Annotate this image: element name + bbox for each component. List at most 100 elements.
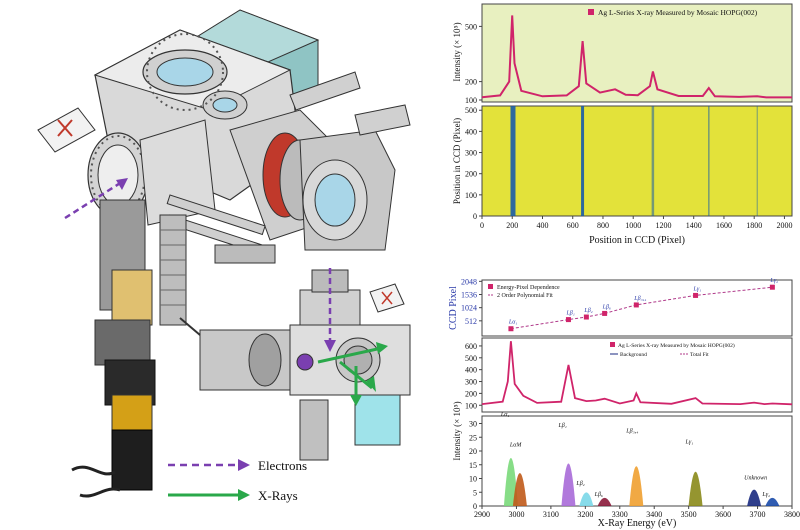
energy-peaks: Lα₁ LαM Lβ₁ Lβ₂ Lβ₆ Lβ₃,₄ Lγ₁ Unknown Lγ₂ (500, 412, 780, 506)
energy-pixel-point-label: Lα₁ (508, 320, 518, 326)
energy-pixel-ytick-label: 1024 (461, 304, 477, 313)
energy-pixel-point-label: Lβ₁ (565, 311, 574, 317)
energy-lower-ytick-label: 10 (469, 475, 477, 484)
spectrum-yticks: 100 200 500 (465, 22, 482, 105)
energy-lower-ytick-label: 5 (473, 488, 477, 497)
energy-upper-ytick-label: 200 (465, 389, 477, 398)
energy-pixel-yticks: 512 1024 1536 2048 (461, 277, 482, 326)
energy-ylabel: Intensity (× 10⁵) (452, 401, 462, 460)
ccd-ytick-label: 300 (465, 149, 477, 158)
energy-peak-label: Lβ₁ (557, 423, 566, 429)
energy-peak (579, 492, 594, 506)
ccd-yticks: 0 100 200 300 400 500 (465, 106, 482, 221)
energy-lower-ytick-label: 25 (469, 433, 477, 442)
energy-xtick-label: 3100 (543, 510, 559, 519)
energy-upper-plot-area (481, 337, 793, 413)
ccd-xtick-label: 1800 (746, 221, 762, 230)
ccd-xtick-label: 1400 (686, 221, 702, 230)
ccd-ytick-label: 100 (465, 191, 477, 200)
energy-xticks: 2900 3000 3100 3200 3300 3400 3500 3600 3700 3800 (474, 506, 800, 519)
energy-upper-ytick-label: 300 (465, 378, 477, 387)
energy-pixel-ytick-label: 1536 (461, 291, 477, 300)
energy-xtick-label: 3800 (784, 510, 800, 519)
energy-legend-1: Ag L-Series X-ray Measured by Mosaic HOP… (618, 342, 735, 349)
energy-xtick-label: 3600 (715, 510, 731, 519)
energy-peak (597, 497, 612, 506)
energy-pixel-point-label: Lγ₁ (693, 286, 702, 292)
energy-measured-line (481, 341, 793, 406)
energy-lower-ytick-label: 0 (473, 502, 477, 511)
energy-upper-ytick-label: 600 (465, 342, 477, 351)
energy-pixel-point (769, 284, 775, 290)
spectrum-legend-text: Ag L-Series X-ray Measured by Mosaic HOP… (598, 8, 758, 17)
energy-peak (765, 497, 780, 506)
apparatus-illustration: Electrons X-Rays (37, 9, 411, 503)
ccd-xtick-label: 1600 (716, 221, 732, 230)
electron-beam-arrow-1 (64, 178, 128, 220)
spectrum-legend-marker (588, 9, 594, 15)
energy-pixel-point (602, 310, 608, 316)
energy-xtick-label: 3400 (646, 510, 662, 519)
ccd-xticks: 0 200 400 600 800 1000 1200 1400 1600 1800 2000 (480, 216, 792, 230)
energy-xtick-label: 3300 (612, 510, 628, 519)
legend-electrons: Electrons (168, 458, 307, 473)
energy-legend-3: Total Fit (690, 352, 709, 358)
energy-upper-ytick-label: 400 (465, 366, 477, 375)
inset-chamber (179, 269, 411, 461)
energy-pixel-points: Lα₁ Lβ₁ Lβ₂ Lβ₆ Lβ₃,₄ Lγ₁ Lγ₂ (508, 278, 778, 332)
ccd-xlabel: Position in CCD (Pixel) (589, 235, 685, 246)
spectrum-ytick-label: 500 (465, 22, 477, 31)
spectrum-ytick-label: 100 (465, 96, 477, 105)
energy-spectrum-chart: 100 200 300 400 500 600 0 5 10 15 20 25 30 2900 3000… (452, 337, 800, 529)
energy-lower-ytick-label: 15 (469, 461, 477, 470)
energy-pixel-ytick-label: 2048 (461, 277, 477, 286)
ccd-xtick-label: 0 (480, 221, 484, 230)
energy-pixel-legend-2: 2 Order Polynomial Fit (497, 293, 553, 299)
energy-peak (561, 463, 576, 506)
energy-pixel-point-label: Lβ₃,₄ (633, 296, 646, 302)
ccd-xtick-label: 800 (597, 221, 609, 230)
energy-xtick-label: 3000 (508, 510, 524, 519)
energy-upper-ytick-label: 100 (465, 401, 477, 410)
legend-xrays: X-Rays (168, 488, 298, 503)
bellows-column (159, 214, 187, 326)
energy-peak (688, 471, 703, 506)
energy-upper-ytick-label: 500 (465, 354, 477, 363)
energy-xlabel: X-Ray Energy (eV) (598, 518, 677, 529)
energy-legend-2: Background (620, 352, 647, 358)
energy-pixel-point-label: Lβ₂ (583, 308, 592, 314)
energy-peak-label: LαM (509, 442, 522, 448)
energy-pixel-legend-1: Energy-Pixel Dependence (497, 285, 560, 291)
ccd-xtick-label: 600 (567, 221, 579, 230)
energy-xtick-label: 3200 (577, 510, 593, 519)
energy-peak-label: Lα₁ (500, 412, 510, 418)
energy-pixel-ytick-label: 512 (465, 317, 477, 326)
ccd-line (581, 106, 585, 216)
energy-pixel-ylabel: CCD Pixel (448, 286, 459, 330)
energy-pixel-plot-area (481, 279, 793, 337)
legend-electrons-label: Electrons (258, 458, 307, 473)
ccd-line (651, 106, 655, 216)
energy-peak-label: Lβ₆ (594, 492, 603, 498)
energy-lower-ytick-label: 20 (469, 447, 477, 456)
energy-xtick-label: 3500 (681, 510, 697, 519)
ccd-ylabel: Position in CCD (Pixel) (452, 118, 462, 204)
legend: Electrons X-Rays (168, 458, 307, 503)
energy-pixel-point (583, 314, 589, 320)
ccd-xtick-label: 200 (506, 221, 518, 230)
ccd-line (708, 106, 710, 216)
energy-pixel-point-label: Lβ₆ (602, 304, 611, 310)
ccd-xtick-label: 2000 (776, 221, 792, 230)
xray-arrows (317, 342, 388, 406)
spectrum-ytick-label: 200 (465, 78, 477, 87)
energy-pixel-point (633, 302, 639, 308)
energy-lower-ytick-label: 30 (469, 420, 477, 429)
spectrum-ylabel: Intensity (× 10⁵) (452, 22, 462, 81)
energy-pixel-point-label: Lγ₂ (769, 278, 778, 284)
ccd-ytick-label: 0 (473, 212, 477, 221)
energy-upper-yticks: 100 200 300 400 500 600 (465, 342, 482, 410)
energy-xtick-label: 3700 (750, 510, 766, 519)
energy-peak (747, 489, 762, 506)
energy-legend-marker (610, 342, 615, 347)
energy-peak-label: Lγ₂ (761, 492, 770, 498)
